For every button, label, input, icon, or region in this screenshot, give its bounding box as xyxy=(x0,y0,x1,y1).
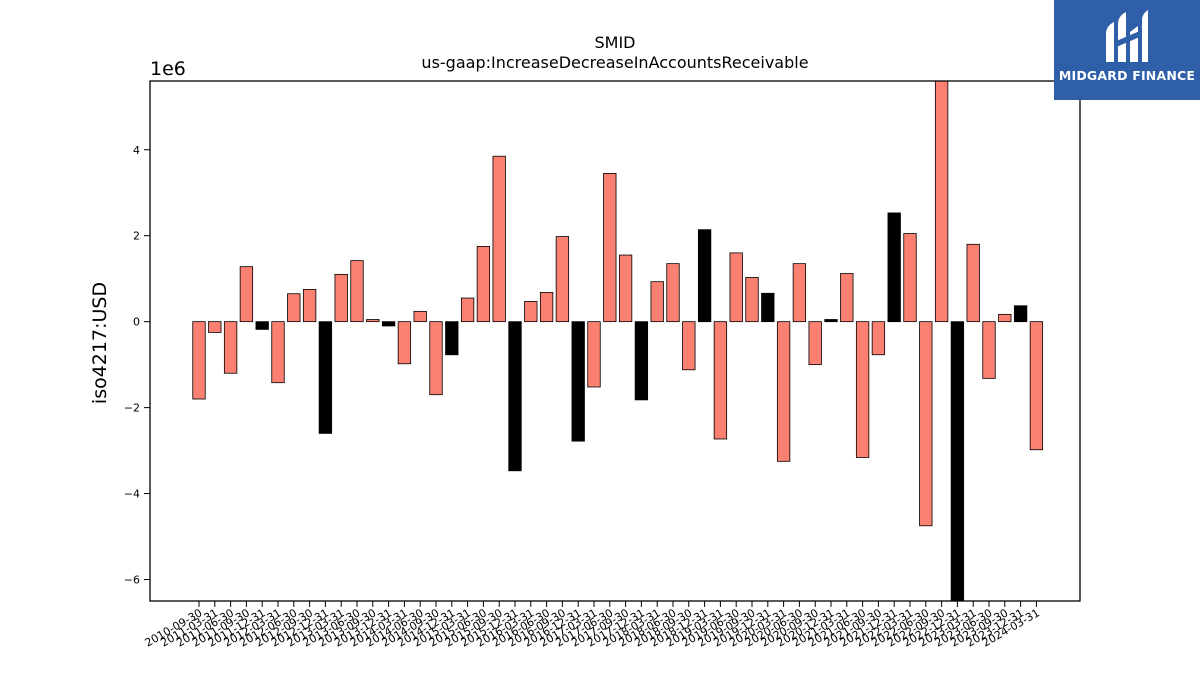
bar xyxy=(587,321,601,388)
x-ticks: 2010-09-302011-03-312011-06-302011-09-30… xyxy=(143,601,1042,650)
y-tick-label: −2 xyxy=(124,402,140,415)
y-axis-label: iso4217:USD xyxy=(89,282,111,404)
bar xyxy=(603,172,617,323)
y-tick-label: 2 xyxy=(133,230,140,243)
bar xyxy=(871,321,886,356)
plot-frame xyxy=(149,80,1081,602)
bar xyxy=(239,266,254,323)
brand-name: MIDGARD FINANCE xyxy=(1058,68,1196,83)
bar xyxy=(208,321,222,333)
bar xyxy=(492,155,506,323)
bar xyxy=(223,321,238,374)
bar xyxy=(697,229,712,323)
y-ticks: −6 −4 −2 0 2 4 xyxy=(124,144,150,587)
y-tick-label: 0 xyxy=(133,316,140,329)
bar xyxy=(792,263,807,323)
bar xyxy=(934,80,949,323)
bar xyxy=(445,321,459,356)
bar xyxy=(318,321,333,434)
bar xyxy=(429,321,443,396)
bar xyxy=(650,281,664,323)
bar xyxy=(634,321,649,401)
bar xyxy=(808,321,822,366)
bar xyxy=(903,233,917,323)
bar xyxy=(824,319,838,323)
chart-subtitle: us-gaap:IncreaseDecreaseInAccountsReceiv… xyxy=(421,53,808,72)
brand-logo: MIDGARD FINANCE xyxy=(1054,0,1200,100)
bar xyxy=(1013,305,1028,323)
bar xyxy=(508,321,522,472)
bar xyxy=(397,321,412,365)
bar xyxy=(745,276,759,323)
bar xyxy=(555,236,570,323)
bar xyxy=(840,273,854,323)
bar xyxy=(776,321,791,462)
bar xyxy=(524,301,538,323)
y-offset-label: 1e6 xyxy=(150,58,186,80)
bar xyxy=(966,243,980,323)
bar xyxy=(761,292,775,323)
bar xyxy=(887,212,901,323)
bar xyxy=(729,252,743,323)
y-tick-label: −6 xyxy=(124,574,140,587)
bar xyxy=(302,289,317,323)
bar xyxy=(618,254,633,323)
bar xyxy=(476,246,491,323)
bar xyxy=(1029,321,1044,451)
midgard-logo-icon xyxy=(1106,10,1148,62)
bar xyxy=(666,263,680,323)
bar xyxy=(334,273,348,323)
bar xyxy=(982,321,996,379)
y-tick-label: 4 xyxy=(133,144,140,157)
bar xyxy=(919,321,933,527)
bar xyxy=(381,321,396,327)
bar xyxy=(271,321,285,384)
bar xyxy=(855,321,870,458)
bar xyxy=(460,297,475,323)
bar xyxy=(255,321,269,330)
bar xyxy=(350,260,364,323)
bar xyxy=(287,293,301,323)
bar xyxy=(571,321,585,442)
bar xyxy=(998,313,1012,323)
bar xyxy=(192,321,206,400)
bar xyxy=(366,319,380,323)
bar xyxy=(413,310,427,323)
bar xyxy=(950,321,965,602)
bar xyxy=(539,292,554,323)
chart-title: SMID xyxy=(595,33,636,52)
bar xyxy=(682,321,696,371)
y-tick-label: −4 xyxy=(124,488,140,501)
bar xyxy=(713,321,728,440)
bars xyxy=(192,80,1044,602)
